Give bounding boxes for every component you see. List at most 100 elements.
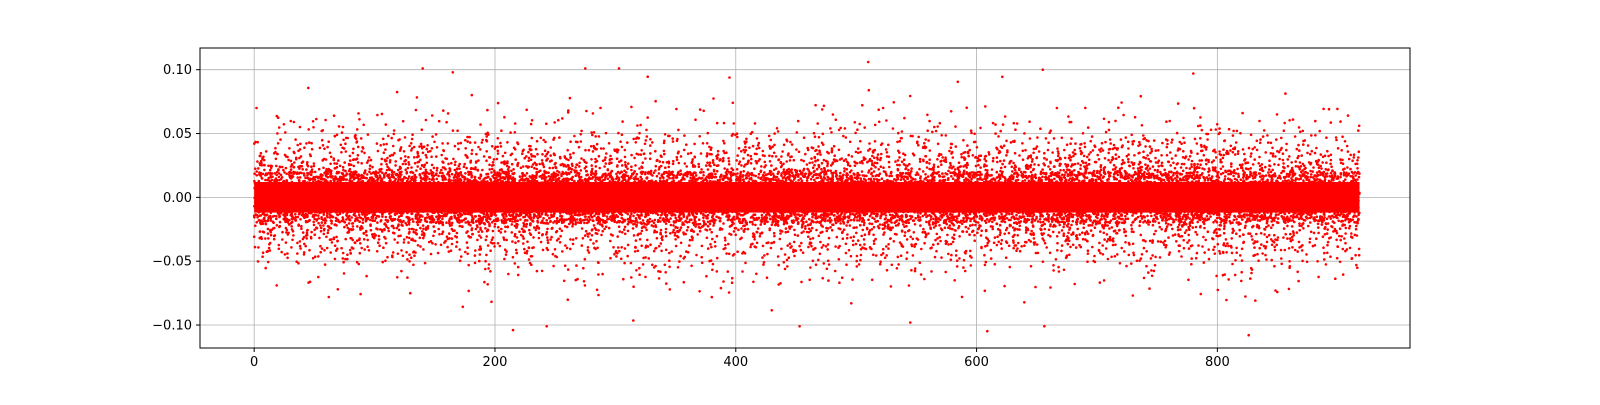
scatter-point bbox=[923, 278, 926, 281]
scatter-point bbox=[951, 167, 954, 170]
scatter-point bbox=[601, 230, 604, 233]
scatter-point bbox=[337, 159, 340, 162]
scatter-point bbox=[773, 169, 776, 172]
scatter-point bbox=[663, 150, 666, 153]
scatter-point bbox=[950, 254, 953, 257]
scatter-point bbox=[789, 159, 792, 162]
scatter-point bbox=[733, 122, 736, 125]
scatter-point bbox=[544, 155, 547, 158]
scatter-point bbox=[967, 227, 970, 230]
scatter-point bbox=[1043, 157, 1046, 160]
scatter-point bbox=[637, 250, 640, 253]
scatter-point bbox=[766, 253, 769, 256]
scatter-point bbox=[1082, 238, 1085, 241]
scatter-point bbox=[342, 252, 345, 255]
scatter-point bbox=[526, 223, 529, 226]
scatter-point bbox=[425, 119, 428, 122]
scatter-point bbox=[1339, 239, 1342, 242]
scatter-point bbox=[933, 126, 936, 129]
scatter-point bbox=[381, 261, 384, 264]
scatter-point bbox=[397, 223, 400, 226]
scatter-point bbox=[1124, 241, 1127, 244]
scatter-point bbox=[1104, 157, 1107, 160]
scatter-point bbox=[787, 230, 790, 233]
scatter-point bbox=[396, 227, 399, 230]
scatter-point bbox=[436, 146, 439, 149]
scatter-point bbox=[1141, 253, 1144, 256]
scatter-point bbox=[387, 135, 390, 138]
scatter-point bbox=[1124, 215, 1127, 218]
scatter-point bbox=[632, 138, 635, 141]
scatter-point bbox=[413, 254, 416, 257]
scatter-point bbox=[997, 241, 1000, 244]
scatter-point bbox=[426, 162, 429, 165]
scatter-point bbox=[853, 226, 856, 229]
scatter-point bbox=[663, 140, 666, 143]
scatter-point bbox=[1256, 140, 1259, 143]
scatter-point bbox=[986, 218, 989, 221]
scatter-point bbox=[533, 226, 536, 229]
scatter-point bbox=[615, 255, 618, 258]
scatter-point bbox=[1147, 271, 1150, 274]
scatter-point bbox=[254, 167, 257, 170]
scatter-point bbox=[1182, 239, 1185, 242]
scatter-point bbox=[867, 218, 870, 221]
scatter-point bbox=[1100, 169, 1103, 172]
scatter-point bbox=[903, 234, 906, 237]
scatter-point bbox=[299, 247, 302, 250]
scatter-point bbox=[1283, 129, 1286, 132]
scatter-point bbox=[862, 229, 865, 232]
scatter-point bbox=[738, 147, 741, 150]
scatter-point bbox=[1118, 156, 1121, 159]
scatter-point bbox=[668, 259, 671, 262]
scatter-point bbox=[779, 232, 782, 235]
scatter-point bbox=[474, 262, 477, 265]
scatter-point bbox=[404, 136, 407, 139]
scatter-point bbox=[1196, 252, 1199, 255]
scatter-point bbox=[1139, 143, 1142, 146]
scatter-point bbox=[1045, 246, 1048, 249]
scatter-point bbox=[645, 229, 648, 232]
scatter-point bbox=[1263, 228, 1266, 231]
scatter-point bbox=[892, 127, 895, 130]
scatter-point bbox=[706, 237, 709, 240]
scatter-point bbox=[359, 242, 362, 245]
scatter-point bbox=[1058, 224, 1061, 227]
scatter-point bbox=[353, 165, 356, 168]
scatter-point bbox=[398, 229, 401, 232]
scatter-point bbox=[764, 161, 767, 164]
scatter-point bbox=[1271, 169, 1274, 172]
scatter-point bbox=[825, 160, 828, 163]
scatter-point bbox=[633, 234, 636, 237]
scatter-point bbox=[1282, 166, 1285, 169]
scatter-point bbox=[1143, 277, 1146, 280]
scatter-point bbox=[591, 234, 594, 237]
scatter-point bbox=[876, 156, 879, 159]
scatter-point bbox=[323, 147, 326, 150]
scatter-point bbox=[345, 137, 348, 140]
scatter-point bbox=[1325, 263, 1328, 266]
scatter-point bbox=[894, 160, 897, 163]
scatter-point bbox=[1130, 134, 1133, 137]
scatter-point bbox=[1056, 107, 1059, 110]
scatter-point bbox=[407, 167, 410, 170]
scatter-point bbox=[1149, 240, 1152, 243]
scatter-point bbox=[273, 227, 276, 230]
scatter-point bbox=[675, 108, 678, 111]
scatter-point bbox=[1088, 153, 1091, 156]
scatter-point bbox=[712, 263, 715, 266]
scatter-point bbox=[913, 154, 916, 157]
scatter-point bbox=[863, 243, 866, 246]
scatter-point bbox=[279, 138, 282, 141]
scatter-point bbox=[1316, 260, 1319, 263]
scatter-point bbox=[1003, 233, 1006, 236]
scatter-point bbox=[1130, 161, 1133, 164]
scatter-point bbox=[775, 155, 778, 158]
scatter-point bbox=[406, 276, 409, 279]
scatter-point bbox=[1280, 249, 1283, 252]
scatter-point bbox=[357, 161, 360, 164]
scatter-point bbox=[832, 113, 835, 116]
scatter-point bbox=[934, 239, 937, 242]
scatter-point bbox=[757, 227, 760, 230]
scatter-point bbox=[333, 238, 336, 241]
